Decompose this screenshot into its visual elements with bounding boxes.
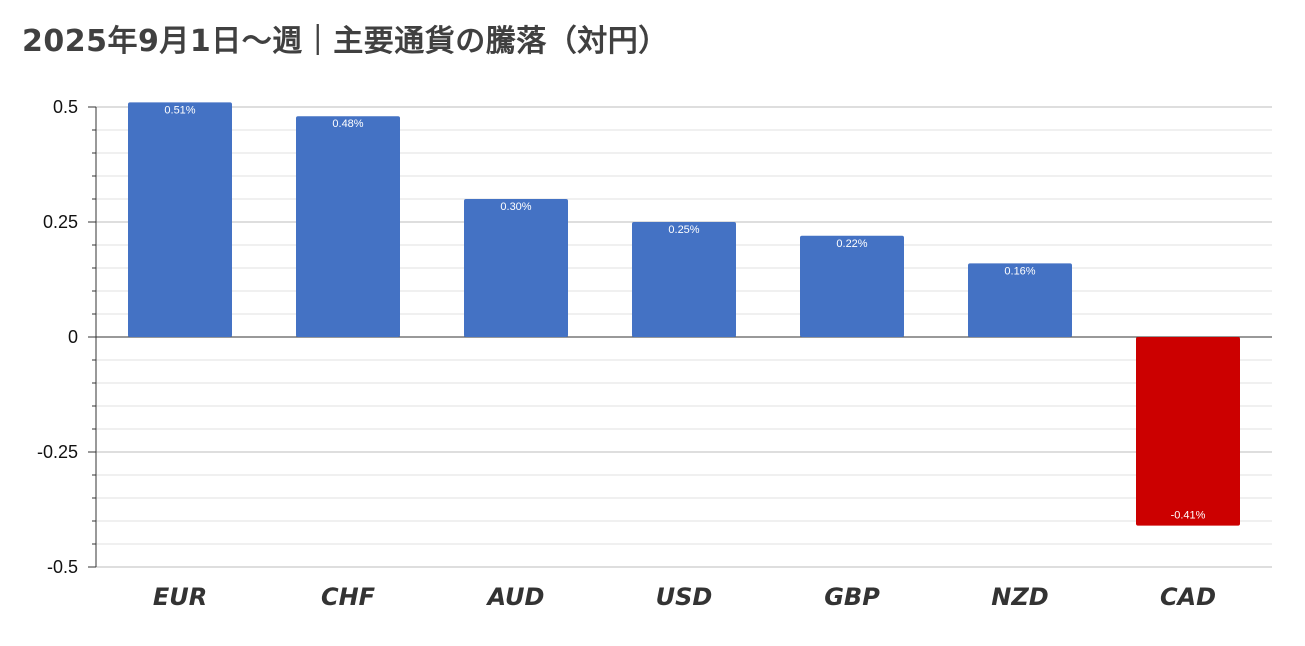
data-label: 0.22% [836, 238, 867, 250]
y-tick-label: -0.25 [37, 442, 78, 462]
y-tick-label: 0.25 [43, 212, 78, 232]
bar-gbp [800, 235, 904, 337]
x-tick-label: EUR [153, 583, 207, 611]
data-label: 0.30% [500, 201, 531, 213]
chart-title: 2025年9月1日〜週｜主要通貨の騰落（対円） [22, 24, 669, 59]
y-tick-label: 0 [68, 327, 78, 347]
x-tick-label: CHF [321, 583, 376, 611]
bar-chf [296, 116, 400, 337]
y-tick-label: 0.5 [53, 97, 78, 117]
bars [128, 102, 1240, 526]
x-tick-label: CAD [1160, 583, 1216, 611]
bar-cad [1136, 337, 1240, 526]
x-tick-label: GBP [824, 583, 880, 611]
x-tick-label: USD [656, 583, 713, 611]
y-tick-label: -0.5 [47, 557, 78, 577]
data-label: 0.51% [164, 104, 195, 116]
data-label: 0.25% [668, 224, 699, 236]
x-tick-label: AUD [486, 583, 545, 611]
bar-nzd [968, 263, 1072, 337]
data-label: 0.16% [1004, 265, 1035, 277]
data-label: 0.48% [332, 118, 363, 130]
data-label: -0.41% [1171, 510, 1206, 522]
bar-usd [632, 222, 736, 337]
data-labels: 0.51% 0.48% 0.30% 0.25% 0.22% 0.16% -0.41% [164, 104, 1205, 521]
x-axis-labels: EUR CHF AUD USD GBP NZD CAD [153, 583, 1216, 611]
bar-eur [128, 102, 232, 338]
bar-aud [464, 199, 568, 337]
x-tick-label: NZD [991, 583, 1048, 611]
